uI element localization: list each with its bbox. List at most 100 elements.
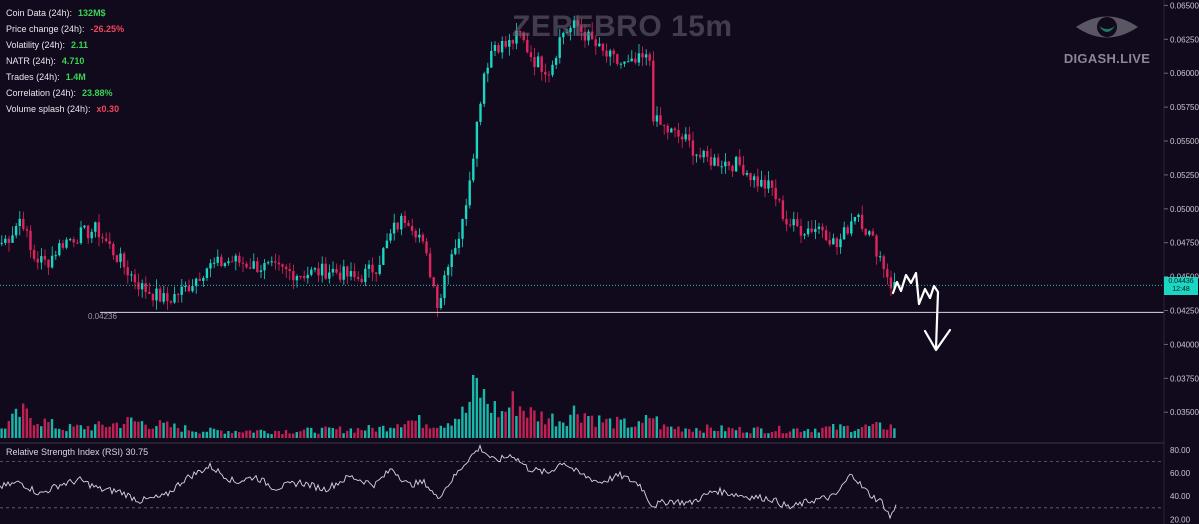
candle-body	[25, 228, 29, 231]
candle-body	[882, 256, 885, 270]
volume-bar	[252, 432, 255, 438]
volume-bar	[342, 433, 345, 438]
candle-body	[202, 277, 205, 281]
candle-body	[662, 124, 666, 126]
candle-body	[313, 268, 317, 270]
volume-bar	[598, 415, 601, 438]
candle-body	[612, 50, 615, 55]
candle-body	[785, 219, 788, 225]
candle-body	[500, 40, 504, 53]
volume-bar	[61, 429, 64, 438]
candle-body	[346, 266, 349, 277]
candle-body	[68, 239, 72, 241]
down-arrow-icon	[923, 328, 952, 352]
candle-body	[331, 268, 335, 273]
candle-body	[432, 277, 435, 287]
candle-body	[238, 255, 241, 263]
volume-bar	[414, 420, 417, 438]
volume-bar	[706, 424, 709, 438]
candle-body	[310, 269, 313, 275]
volume-bar	[328, 427, 331, 438]
volume-bar	[288, 433, 291, 438]
candle-body	[821, 226, 824, 231]
candle-body	[652, 60, 655, 122]
candle-body	[54, 255, 57, 257]
price-tick-label: 0.06000	[1170, 69, 1199, 78]
volume-bar	[223, 433, 226, 438]
candle-body	[436, 286, 439, 309]
volume-bar	[101, 424, 104, 438]
volume-bar	[443, 427, 446, 438]
candle-body	[745, 172, 749, 175]
volume-bar	[554, 426, 558, 438]
candle-body	[724, 161, 727, 167]
candle-body	[680, 136, 684, 140]
volume-bar	[169, 427, 172, 438]
stat-row: Correlation (24h): 23.88%	[6, 85, 124, 101]
volume-bar	[176, 428, 180, 438]
volume-bar	[562, 422, 565, 438]
volume-bar	[864, 424, 867, 438]
volume-bar	[191, 431, 194, 438]
candle-body	[320, 263, 324, 276]
candle-body	[598, 43, 601, 47]
volume-bar	[860, 427, 864, 438]
candle-body	[788, 224, 792, 226]
volume-bar	[518, 406, 522, 438]
candle-body	[878, 256, 882, 258]
volume-bar	[151, 428, 154, 438]
candle-body	[425, 241, 428, 254]
candle-body	[796, 219, 799, 227]
candle-body	[241, 262, 245, 264]
candle-body	[148, 292, 151, 295]
volume-bar	[738, 426, 741, 438]
candle-body	[212, 262, 216, 264]
candle-body	[403, 215, 407, 223]
volume-bar	[468, 401, 471, 438]
volume-bar	[680, 431, 684, 438]
candle-body	[526, 39, 529, 53]
candle-body	[230, 261, 234, 263]
candle-body	[173, 294, 176, 303]
candle-body	[644, 54, 648, 58]
candle-body	[864, 228, 867, 235]
volume-bar	[270, 434, 273, 438]
volume-bar	[533, 410, 536, 438]
volume-bar	[731, 428, 734, 438]
candle-body	[479, 103, 482, 122]
volume-bar	[4, 428, 7, 438]
volume-bar	[742, 432, 745, 438]
candle-body	[803, 234, 806, 236]
volume-bar	[324, 426, 327, 438]
volume-bar	[76, 424, 79, 438]
candle-body	[799, 226, 803, 236]
candle-body	[720, 166, 723, 168]
price-tick-label: 0.04750	[1170, 239, 1199, 248]
volume-bar	[353, 432, 356, 438]
volume-bar	[529, 407, 532, 438]
volume-bar	[626, 427, 630, 438]
volume-bar	[641, 422, 644, 438]
volume-bar	[677, 426, 680, 438]
candle-body	[364, 268, 367, 283]
candle-body	[875, 235, 878, 257]
brand-name: DIGASH.LIVE	[1063, 51, 1151, 66]
volume-bar	[850, 432, 853, 438]
candle-body	[630, 58, 633, 62]
volume-bar	[565, 426, 568, 438]
volume-bar	[457, 419, 460, 438]
candle-body	[328, 272, 331, 279]
rsi-tick-label: 40.00	[1170, 492, 1191, 501]
volume-bar	[137, 421, 140, 438]
volume-bar	[720, 425, 723, 438]
candle-body	[61, 243, 65, 248]
volume-bar	[659, 429, 662, 438]
volume-bar	[356, 428, 360, 438]
volume-bar	[803, 430, 806, 438]
candle-body	[536, 56, 540, 68]
volume-bar	[713, 430, 716, 438]
candle-body	[216, 256, 219, 263]
candle-body	[288, 269, 291, 272]
candle-body	[774, 187, 777, 200]
